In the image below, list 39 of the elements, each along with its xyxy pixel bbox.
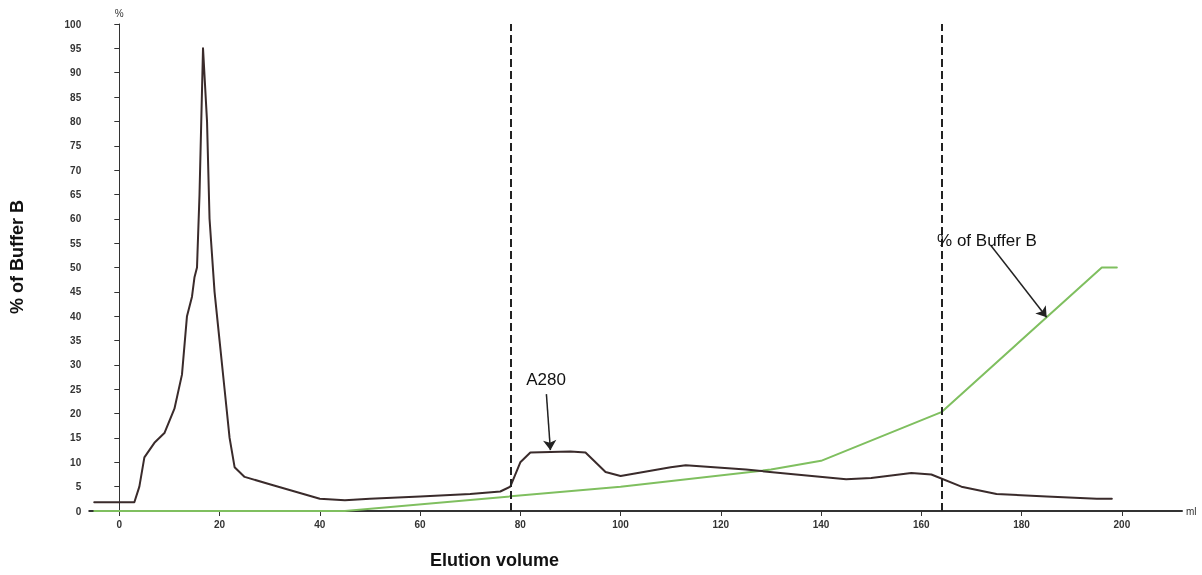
text: ml: [1186, 505, 1197, 517]
y-tick-label: 50: [70, 262, 82, 273]
y-tick-label: 100: [64, 18, 82, 30]
x-tick-label: 140: [812, 518, 830, 530]
x-tick-label: 20: [214, 518, 226, 530]
y-tick-label: 45: [70, 286, 82, 298]
y-tick-label: 75: [70, 140, 82, 152]
line-series: [93, 266, 1118, 512]
y-tick-label: 40: [70, 310, 82, 322]
y-tick-label: 30: [70, 359, 82, 371]
y-tick-label: 10: [70, 456, 82, 468]
y-axis-title: % of Buffer B: [7, 199, 27, 314]
x-tick-label: 40: [314, 518, 326, 530]
y-tick-label: 20: [70, 408, 82, 420]
y-tick-label: 55: [70, 237, 82, 249]
y-tick-label: 95: [70, 42, 82, 54]
annotation: A280: [526, 370, 566, 390]
y-tick-label: 90: [70, 67, 82, 79]
x-tick-label: 120: [712, 518, 730, 530]
y-tick-label: 70: [70, 164, 82, 176]
y-tick-label: 80: [70, 115, 82, 127]
y-tick-label: 0: [75, 505, 82, 517]
y-tick-label: 85: [70, 91, 82, 103]
text: %: [114, 7, 124, 19]
y-tick-label: 5: [75, 481, 82, 493]
x-tick-label: 0: [116, 518, 123, 530]
y-tick-label: 35: [70, 335, 82, 347]
y-tick-label: 25: [70, 383, 82, 395]
y-tick-label: 15: [70, 432, 82, 444]
x-tick-label: 60: [414, 518, 427, 530]
x-tick-label: 200: [1113, 518, 1131, 530]
x-tick-label: 80: [514, 518, 527, 530]
x-tick-label: 180: [1013, 518, 1031, 530]
y-tick-label: 65: [70, 188, 82, 200]
x-tick-label: 160: [913, 518, 931, 530]
x-axis-title: Elution volume: [430, 550, 560, 570]
y-tick-label: 60: [70, 213, 82, 225]
x-tick-label: 100: [612, 518, 630, 530]
annotation: % of Buffer B: [937, 230, 1037, 250]
